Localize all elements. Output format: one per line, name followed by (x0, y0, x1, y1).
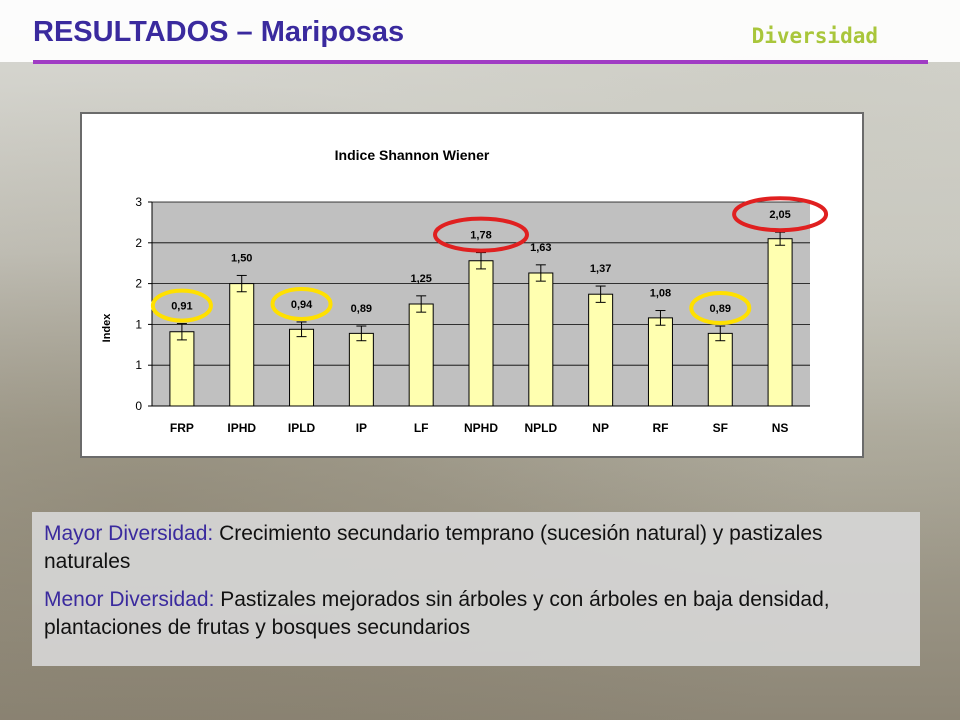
data-label: 0,94 (291, 299, 313, 311)
conclusions-panel: Mayor Diversidad: Crecimiento secundario… (32, 512, 920, 666)
header-band (0, 0, 960, 62)
bar (468, 260, 494, 407)
data-label: 1,08 (650, 288, 671, 300)
bar (588, 293, 614, 407)
x-tick-label: NS (772, 421, 789, 435)
bar (707, 332, 733, 407)
data-label: 1,37 (590, 263, 611, 275)
y-tick-label: 2 (135, 277, 142, 291)
x-tick-label: NP (592, 421, 609, 435)
slide-title: RESULTADOS – Mariposas (33, 16, 405, 48)
title-rule (33, 60, 928, 64)
conclusion-lesser: Menor Diversidad: Pastizales mejorados s… (44, 586, 908, 642)
bar (767, 238, 793, 407)
bar-chart: Indice Shannon Wiener Index 0 1 1 2 2 3 0,91 FR… (101, 147, 829, 435)
data-label: 1,25 (410, 273, 431, 285)
highlight-ellipse (689, 291, 752, 326)
data-label: 0,91 (171, 301, 192, 313)
chart-title: Indice Shannon Wiener (335, 147, 490, 163)
x-tick-label: NPHD (464, 421, 498, 435)
data-label: 1,78 (470, 230, 491, 242)
bar (408, 303, 434, 407)
bar (647, 317, 673, 407)
x-tick-label: LF (414, 421, 429, 435)
x-tick-label: NPLD (524, 421, 557, 435)
x-tick-label: RF (652, 421, 668, 435)
y-tick-label: 3 (135, 195, 142, 209)
x-tick-label: SF (713, 421, 728, 435)
lesser-diversity-label: Menor Diversidad: (44, 588, 215, 611)
highlight-ellipse (732, 196, 829, 233)
bar (289, 328, 315, 407)
data-label: 1,50 (231, 252, 252, 264)
conclusion-greater: Mayor Diversidad: Crecimiento secundario… (44, 520, 908, 576)
highlight-ellipse (433, 216, 529, 253)
bar (229, 283, 255, 407)
y-tick-label: 1 (135, 317, 142, 331)
greater-diversity-text: Crecimiento secundario temprano (sucesió… (44, 522, 823, 573)
chart-container: Indice Shannon Wiener Index 0 1 1 2 2 3 0,91 FR… (80, 112, 864, 458)
data-label: 0,89 (710, 303, 731, 315)
highlight-ellipse (150, 288, 213, 323)
y-axis-label: Index (101, 313, 113, 343)
x-tick-label: IPHD (227, 421, 256, 435)
highlight-ellipse (270, 286, 333, 321)
x-tick-label: IP (356, 421, 367, 435)
data-label: 0,89 (351, 303, 372, 315)
data-label: 1,63 (530, 242, 551, 254)
greater-diversity-label: Mayor Diversidad: (44, 522, 214, 545)
bar (348, 332, 374, 407)
data-label: 2,05 (769, 209, 790, 221)
x-tick-label: IPLD (288, 421, 316, 435)
lesser-diversity-text: Pastizales mejorados sin árboles y con á… (44, 588, 830, 639)
bar (528, 272, 554, 407)
y-tick-label: 1 (135, 358, 142, 372)
slide-subtitle: Diversidad (751, 24, 878, 48)
y-tick-label: 0 (135, 399, 142, 413)
x-tick-label: FRP (170, 421, 194, 435)
y-tick-label: 2 (135, 236, 142, 250)
bar (169, 331, 195, 407)
